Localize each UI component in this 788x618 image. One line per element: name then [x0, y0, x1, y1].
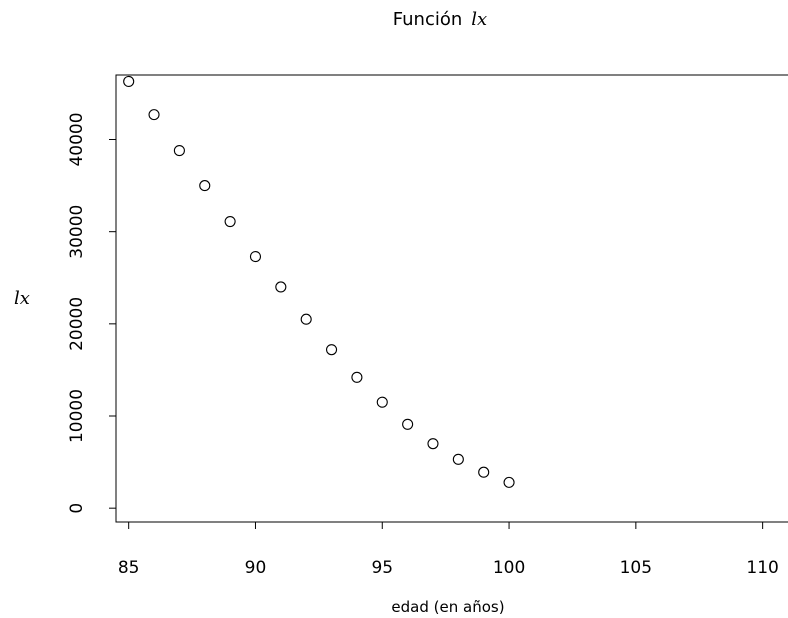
data-point [123, 75, 135, 88]
x-axis-label: edad (en años) [391, 598, 504, 616]
x-tick-label: 95 [371, 558, 393, 578]
data-point [427, 438, 439, 450]
x-tick-label: 100 [493, 558, 525, 578]
x-tick-label: 110 [746, 558, 778, 578]
data-point [503, 476, 515, 488]
data-point [148, 109, 160, 121]
x-tick-label: 90 [245, 558, 267, 578]
chart-title: Función lx [393, 9, 487, 30]
plot-frame [115, 74, 788, 523]
data-point [224, 215, 236, 228]
y-tick-label: 20000 [67, 297, 87, 351]
data-point [452, 453, 464, 465]
y-tick-label: 0 [67, 503, 87, 514]
y-tick-label: 10000 [67, 389, 87, 443]
data-point [351, 371, 363, 383]
data-point [478, 466, 490, 478]
x-axis: 85 90 95 100 105 110 [118, 522, 779, 578]
y-tick-label: 30000 [67, 205, 87, 259]
x-tick-label: 85 [118, 558, 140, 578]
data-point [199, 180, 211, 192]
data-point [275, 281, 287, 293]
data-points [123, 75, 515, 488]
data-point [376, 396, 388, 408]
plot-area [115, 74, 788, 523]
y-axis-label: lx [14, 288, 30, 309]
data-point [325, 344, 338, 356]
y-tick-label: 40000 [67, 112, 87, 166]
chart-title-text: Función [393, 9, 463, 30]
data-point [173, 145, 185, 157]
data-point [402, 418, 414, 430]
data-point [249, 251, 262, 263]
x-tick-label: 105 [620, 558, 652, 578]
data-point [300, 313, 312, 325]
chart-title-italic: lx [471, 9, 487, 30]
y-axis: 0 10000 20000 30000 40000 [67, 112, 116, 514]
